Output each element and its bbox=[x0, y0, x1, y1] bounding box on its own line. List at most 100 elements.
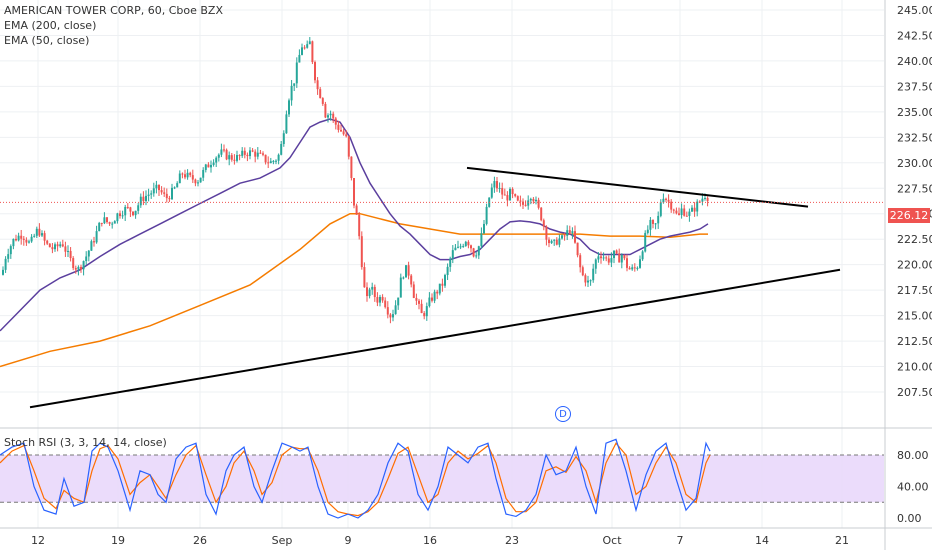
candle-body bbox=[485, 206, 488, 224]
candle-body bbox=[493, 181, 496, 188]
candle-body bbox=[126, 206, 129, 208]
candle-body bbox=[397, 297, 400, 306]
candle-body bbox=[43, 233, 46, 241]
candle-body bbox=[389, 314, 392, 318]
candle-body bbox=[522, 201, 524, 205]
candle-body bbox=[308, 41, 311, 45]
candle-body bbox=[399, 277, 402, 298]
candle-body bbox=[459, 246, 462, 248]
candle-body bbox=[467, 241, 470, 246]
candle-body bbox=[337, 124, 340, 130]
candle-body bbox=[163, 192, 166, 194]
legend-symbol[interactable]: AMERICAN TOWER CORP, 60, Cboe BZX bbox=[4, 4, 224, 17]
candle-body bbox=[207, 164, 210, 168]
candle-body bbox=[306, 44, 309, 48]
candle-body bbox=[605, 257, 608, 259]
candle-body bbox=[392, 314, 394, 318]
dividend-marker[interactable]: D bbox=[555, 406, 571, 422]
candle-body bbox=[20, 235, 23, 239]
candle-body bbox=[626, 258, 628, 268]
candle-body bbox=[46, 240, 49, 244]
candle-body bbox=[550, 240, 553, 244]
candle-body bbox=[631, 267, 634, 270]
candle-body bbox=[251, 150, 254, 152]
candle-body bbox=[410, 275, 413, 285]
candle-body bbox=[158, 184, 160, 191]
candle-body bbox=[111, 223, 114, 225]
candle-body bbox=[501, 187, 504, 195]
candle-body bbox=[340, 129, 342, 132]
candle-body bbox=[95, 231, 98, 243]
candle-body bbox=[87, 250, 90, 257]
candle-body bbox=[332, 113, 335, 119]
candle-body bbox=[529, 198, 532, 201]
candle-body bbox=[311, 41, 314, 63]
candle-body bbox=[82, 261, 85, 270]
candle-body bbox=[184, 174, 186, 178]
candle-body bbox=[646, 229, 649, 233]
candle-body bbox=[298, 54, 301, 63]
stoch-y-tick-label: 0.00 bbox=[897, 512, 922, 525]
candle-body bbox=[342, 131, 345, 135]
candle-body bbox=[249, 150, 251, 157]
candle-body bbox=[542, 220, 545, 227]
candle-body bbox=[363, 267, 366, 288]
candle-body bbox=[649, 219, 652, 230]
candle-body bbox=[381, 296, 384, 301]
y-tick-label: 232.50 bbox=[897, 131, 932, 144]
candle-body bbox=[441, 283, 444, 286]
candle-body bbox=[264, 154, 267, 163]
candle-body bbox=[137, 205, 140, 211]
candle-body bbox=[178, 173, 181, 184]
candle-body bbox=[594, 259, 597, 269]
candle-body bbox=[462, 245, 465, 247]
x-tick-label: 21 bbox=[835, 534, 849, 547]
candle-body bbox=[490, 187, 493, 198]
y-tick-label: 215.00 bbox=[897, 310, 932, 323]
candle-body bbox=[574, 231, 576, 243]
candle-body bbox=[181, 173, 184, 175]
candle-body bbox=[412, 284, 415, 298]
candle-body bbox=[272, 160, 275, 162]
candle-body bbox=[147, 194, 150, 196]
candle-body bbox=[670, 201, 673, 210]
candle-body bbox=[197, 182, 199, 184]
candle-body bbox=[129, 207, 132, 212]
y-tick-label: 240.00 bbox=[897, 55, 932, 68]
x-tick-label: 19 bbox=[111, 534, 125, 547]
stoch-y-tick-label: 80.00 bbox=[897, 449, 929, 462]
candle-body bbox=[210, 164, 212, 168]
candle-body bbox=[678, 213, 680, 215]
candle-body bbox=[498, 187, 501, 189]
trendline-0 bbox=[466, 166, 809, 208]
candle-body bbox=[314, 62, 316, 81]
candle-body bbox=[152, 188, 155, 194]
candle-body bbox=[623, 255, 626, 259]
candle-body bbox=[74, 268, 77, 270]
candle-body bbox=[509, 188, 511, 201]
candle-body bbox=[514, 194, 517, 197]
candle-body bbox=[579, 255, 582, 268]
legend-ema50[interactable]: EMA (50, close) bbox=[4, 34, 90, 47]
candle-body bbox=[295, 62, 298, 84]
candle-body bbox=[116, 213, 119, 222]
x-tick-label: 14 bbox=[755, 534, 769, 547]
candle-body bbox=[69, 250, 72, 259]
legend-ema200[interactable]: EMA (200, close) bbox=[4, 19, 97, 32]
candle-body bbox=[9, 246, 12, 255]
stoch-rsi-label[interactable]: Stoch RSI (3, 3, 14, 14, close) bbox=[4, 436, 167, 449]
candle-body bbox=[236, 155, 238, 161]
stoch-y-tick-label: 40.00 bbox=[897, 481, 929, 494]
candle-body bbox=[537, 199, 540, 208]
candle-body bbox=[386, 307, 389, 315]
candle-body bbox=[100, 222, 103, 224]
candle-body bbox=[496, 181, 498, 189]
candle-body bbox=[262, 153, 264, 155]
candle-body bbox=[327, 115, 329, 118]
candle-body bbox=[48, 243, 51, 248]
candle-body bbox=[54, 244, 56, 250]
y-tick-label: 235.00 bbox=[897, 106, 932, 119]
x-tick-label: 16 bbox=[423, 534, 437, 547]
candle-body bbox=[597, 256, 600, 260]
